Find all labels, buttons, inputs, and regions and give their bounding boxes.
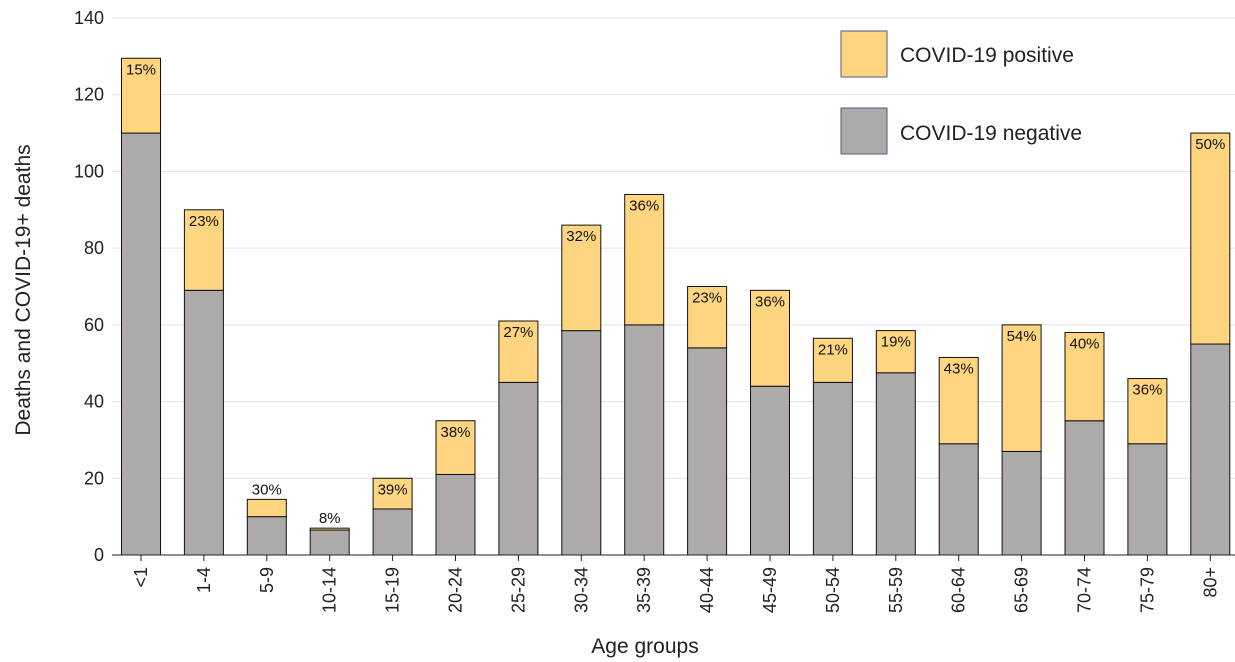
bar-positive xyxy=(498,320,539,383)
bar-positive xyxy=(875,330,916,374)
legend: COVID-19 positive COVID-19 negative xyxy=(840,30,1082,155)
legend-label-covid-positive: COVID-19 positive xyxy=(900,44,1074,67)
legend-label-covid-negative: COVID-19 negative xyxy=(900,122,1082,145)
gridlines xyxy=(112,17,1235,479)
y-axis-title: Deaths and COVID-19+ deaths xyxy=(12,144,35,435)
bar-positive xyxy=(938,356,979,445)
bar-positive xyxy=(750,289,790,387)
bar-percent-label: 30% xyxy=(252,481,282,498)
bar-negative xyxy=(498,381,539,556)
bar-percent-label: 36% xyxy=(755,293,785,310)
bar-negative xyxy=(1190,343,1231,556)
x-axis-title: Age groups xyxy=(591,635,698,658)
bar-positive xyxy=(624,193,665,326)
bar-positive xyxy=(246,498,287,518)
bar-percent-label: 23% xyxy=(189,213,219,230)
bar-positive xyxy=(1127,378,1168,445)
bar-percent-label: 27% xyxy=(503,324,533,341)
bar-negative xyxy=(121,132,161,556)
x-tick-label: 75-79 xyxy=(1137,567,1157,613)
y-tick-label: 140 xyxy=(74,8,104,28)
y-tick-label: 40 xyxy=(84,392,104,412)
bar-negative xyxy=(561,330,602,556)
bar-negative xyxy=(687,347,728,556)
x-tick-label: 20-24 xyxy=(446,567,466,613)
y-tick-label: 100 xyxy=(74,161,104,181)
x-tick-label: 10-14 xyxy=(320,567,340,613)
x-tick-label: 25-29 xyxy=(508,567,528,613)
bar-positive xyxy=(1001,324,1042,452)
y-tick-label: 0 xyxy=(94,545,104,565)
bar-positive xyxy=(435,420,476,475)
x-tick-label: 5-9 xyxy=(257,567,277,593)
x-tick-label: 1-4 xyxy=(194,567,214,593)
bar-negative xyxy=(938,443,979,556)
y-tick-label: 20 xyxy=(84,468,104,488)
bar-negative xyxy=(435,473,476,556)
bar-percent-label: 36% xyxy=(1132,382,1162,399)
bar-positive xyxy=(1064,332,1105,422)
x-tick-label: 45-49 xyxy=(760,567,780,613)
bar-negative xyxy=(372,508,413,556)
bar-percent-label: 40% xyxy=(1069,336,1099,353)
bar-positive xyxy=(812,337,853,383)
bar-negative xyxy=(183,289,224,556)
y-tick-label: 80 xyxy=(84,238,104,258)
bar-negative xyxy=(1064,420,1105,556)
x-tick-label: 30-34 xyxy=(571,567,591,613)
y-tick-label: 60 xyxy=(84,315,104,335)
bar-percent-label: 38% xyxy=(440,424,470,441)
x-tick-label: 35-39 xyxy=(634,567,654,613)
bar-percent-label: 32% xyxy=(566,228,596,245)
bar-percent-label: 43% xyxy=(944,360,974,377)
bar-positive xyxy=(1190,132,1231,345)
bar-negative xyxy=(1127,443,1168,556)
bar-negative xyxy=(246,516,287,556)
bar-percent-label: 8% xyxy=(319,510,341,527)
bar-percent-label: 39% xyxy=(378,481,408,498)
bar-percent-label: 15% xyxy=(126,61,156,78)
bar-negative xyxy=(875,372,916,556)
bar-positive xyxy=(309,527,350,531)
bar-positive xyxy=(561,224,602,332)
bar-positive xyxy=(687,286,728,349)
bar-percent-label: 19% xyxy=(881,334,911,351)
x-tick-label: 55-59 xyxy=(886,567,906,613)
legend-swatch-covid-positive xyxy=(840,30,888,78)
x-tick-label: 80+ xyxy=(1200,567,1220,598)
bar-percent-label: 23% xyxy=(692,290,722,307)
x-axis-ticks: <1 1-4 5-9 10-14 15-19 20-24 25-29 30-34 35-39 40… xyxy=(131,555,1220,613)
x-tick-label: 40-44 xyxy=(697,567,717,613)
x-tick-label: 15-19 xyxy=(383,567,403,613)
y-tick-label: 120 xyxy=(74,85,104,105)
bar-percent-label: 50% xyxy=(1195,136,1225,153)
bar-percent-label: 21% xyxy=(818,341,848,358)
bar-negative xyxy=(309,529,350,556)
bar-positive xyxy=(121,57,161,134)
bar-percent-label: 36% xyxy=(629,197,659,214)
bar-labels: 15% 23% 30% 8% 39% 38% 27% 32% 36% 23% 36% 21% 19% 43… xyxy=(126,61,1225,527)
x-tick-label: 70-74 xyxy=(1075,567,1095,613)
y-axis-ticks: 0 20 40 60 80 100 120 140 xyxy=(74,8,104,565)
bar-negative xyxy=(624,324,665,556)
x-tick-label: 50-54 xyxy=(823,567,843,613)
bars xyxy=(121,57,1231,556)
bar-negative xyxy=(750,385,790,556)
x-tick-label: 65-69 xyxy=(1012,567,1032,613)
bar-negative xyxy=(812,381,853,556)
x-tick-label: <1 xyxy=(131,567,151,588)
bar-negative xyxy=(1001,450,1042,556)
bar-positive xyxy=(372,477,413,510)
x-tick-label: 60-64 xyxy=(949,567,969,613)
legend-swatch-covid-negative xyxy=(840,107,888,155)
bar-percent-label: 54% xyxy=(1007,328,1037,345)
bar-positive xyxy=(183,209,224,291)
